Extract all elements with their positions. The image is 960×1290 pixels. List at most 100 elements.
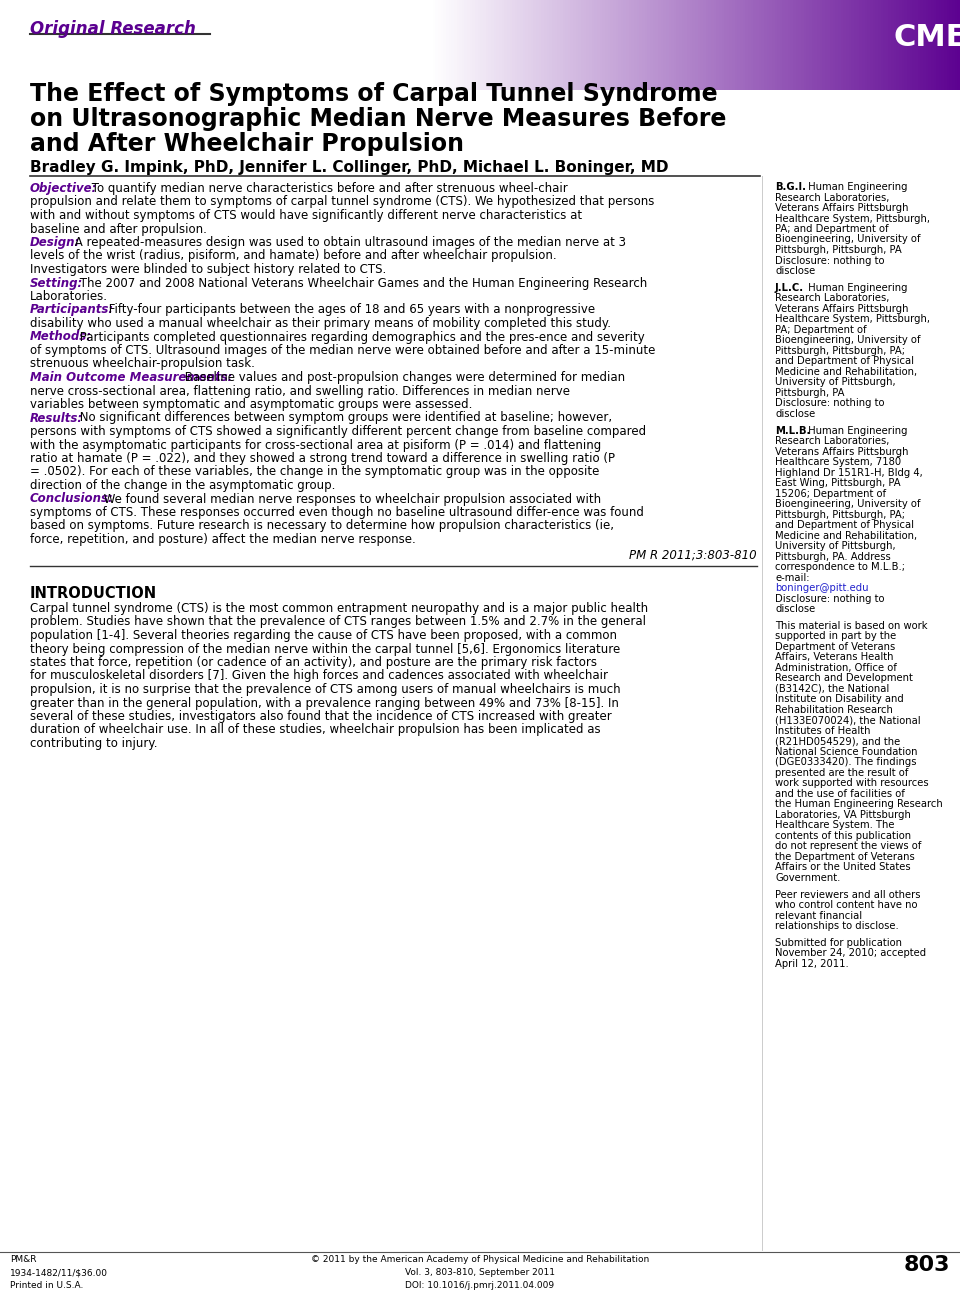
Text: of symptoms of CTS. Ultrasound images of the median nerve were obtained before a: of symptoms of CTS. Ultrasound images of…	[30, 344, 656, 357]
Bar	[501, 0, 505, 90]
Text: presented are the result of: presented are the result of	[775, 768, 908, 778]
Text: e-mail:: e-mail:	[775, 573, 809, 583]
Bar	[486, 0, 490, 90]
Text: theory being compression of the median nerve within the carpal tunnel [5,6]. Erg: theory being compression of the median n…	[30, 642, 620, 655]
Bar	[761, 0, 765, 90]
Bar	[600, 0, 603, 90]
Bar	[743, 0, 746, 90]
Bar	[846, 0, 850, 90]
Text: Bioengineering, University of: Bioengineering, University of	[775, 335, 921, 346]
Bar	[856, 0, 860, 90]
Bar	[576, 0, 580, 90]
Text: Veterans Affairs Pittsburgh: Veterans Affairs Pittsburgh	[775, 446, 908, 457]
Bar	[523, 0, 526, 90]
Bar	[841, 0, 845, 90]
Bar	[581, 0, 585, 90]
Bar	[764, 0, 768, 90]
Bar	[782, 0, 786, 90]
Bar	[751, 0, 755, 90]
Bar	[636, 0, 640, 90]
Bar	[814, 0, 818, 90]
Bar	[528, 0, 532, 90]
Bar	[555, 0, 558, 90]
Text: Pittsburgh, PA: Pittsburgh, PA	[775, 388, 845, 397]
Bar	[825, 0, 828, 90]
Text: East Wing, Pittsburgh, PA: East Wing, Pittsburgh, PA	[775, 479, 900, 488]
Text: states that force, repetition (or cadence of an activity), and posture are the p: states that force, repetition (or cadenc…	[30, 657, 597, 670]
Text: force, repetition, and posture) affect the median nerve response.: force, repetition, and posture) affect t…	[30, 533, 416, 546]
Bar	[832, 0, 836, 90]
Text: Human Engineering: Human Engineering	[805, 283, 907, 293]
Bar	[468, 0, 470, 90]
Bar	[921, 0, 924, 90]
Text: for musculoskeletal disorders [7]. Given the high forces and cadences associated: for musculoskeletal disorders [7]. Given…	[30, 670, 608, 682]
Bar	[865, 0, 868, 90]
Bar	[740, 0, 744, 90]
Text: and the use of facilities of: and the use of facilities of	[775, 789, 905, 799]
Text: Human Engineering: Human Engineering	[805, 426, 907, 436]
Bar	[507, 0, 511, 90]
Text: Pittsburgh, Pittsburgh, PA: Pittsburgh, Pittsburgh, PA	[775, 245, 901, 255]
Text: April 12, 2011.: April 12, 2011.	[775, 958, 849, 969]
Bar	[756, 0, 759, 90]
Bar	[445, 0, 449, 90]
Text: Pittsburgh, Pittsburgh, PA;: Pittsburgh, Pittsburgh, PA;	[775, 346, 905, 356]
Bar	[778, 0, 780, 90]
Text: with the asymptomatic participants for cross-sectional area at pisiform (P = .01: with the asymptomatic participants for c…	[30, 439, 601, 451]
Bar	[877, 0, 881, 90]
Bar	[647, 0, 651, 90]
Text: (H133E070024), the National: (H133E070024), the National	[775, 716, 921, 725]
Text: PA; Department of: PA; Department of	[775, 325, 867, 335]
Bar	[573, 0, 577, 90]
Bar	[478, 0, 481, 90]
Text: CME: CME	[893, 23, 960, 53]
Bar	[504, 0, 508, 90]
Text: Human Engineering: Human Engineering	[805, 182, 907, 192]
Text: Methods:: Methods:	[30, 330, 92, 343]
Bar	[947, 0, 950, 90]
Text: 15206; Department of: 15206; Department of	[775, 489, 886, 499]
Text: Research Laboratories,: Research Laboratories,	[775, 192, 889, 203]
Text: population [1-4]. Several theories regarding the cause of CTS have been proposed: population [1-4]. Several theories regar…	[30, 630, 617, 642]
Bar	[567, 0, 571, 90]
Text: (B3142C), the National: (B3142C), the National	[775, 684, 889, 694]
Text: relationships to disclose.: relationships to disclose.	[775, 921, 899, 931]
Bar	[849, 0, 852, 90]
Bar	[780, 0, 783, 90]
Bar	[758, 0, 762, 90]
Bar	[608, 0, 612, 90]
Text: and After Wheelchair Propulsion: and After Wheelchair Propulsion	[30, 132, 464, 156]
Bar	[734, 0, 738, 90]
Bar	[904, 0, 908, 90]
Bar	[952, 0, 956, 90]
Text: Submitted for publication: Submitted for publication	[775, 938, 902, 948]
Text: Disclosure: nothing to: Disclosure: nothing to	[775, 399, 884, 409]
Text: A repeated-measures design was used to obtain ultrasound images of the median ne: A repeated-measures design was used to o…	[71, 236, 626, 249]
Bar	[560, 0, 564, 90]
Text: Setting:: Setting:	[30, 276, 84, 289]
Bar	[472, 0, 476, 90]
Text: Pittsburgh, Pittsburgh, PA;: Pittsburgh, Pittsburgh, PA;	[775, 510, 905, 520]
Bar	[668, 0, 672, 90]
Bar	[910, 0, 913, 90]
Bar	[687, 0, 690, 90]
Bar	[552, 0, 556, 90]
Text: propulsion, it is no surprise that the prevalence of CTS among users of manual w: propulsion, it is no surprise that the p…	[30, 682, 620, 697]
Bar	[918, 0, 922, 90]
Text: Results:: Results:	[30, 412, 84, 424]
Bar	[491, 0, 494, 90]
Text: To quantify median nerve characteristics before and after strenuous wheel-chair: To quantify median nerve characteristics…	[88, 182, 567, 195]
Text: (DGE0333420). The findings: (DGE0333420). The findings	[775, 757, 917, 768]
Bar	[597, 0, 601, 90]
Text: © 2011 by the American Academy of Physical Medicine and Rehabilitation
Vol. 3, 8: © 2011 by the American Academy of Physic…	[311, 1255, 649, 1290]
Bar	[954, 0, 958, 90]
Bar	[626, 0, 630, 90]
Text: No significant differences between symptom groups were identified at baseline; h: No significant differences between sympt…	[77, 412, 612, 424]
Bar	[695, 0, 699, 90]
Bar	[612, 0, 616, 90]
Bar	[435, 0, 439, 90]
Bar	[546, 0, 550, 90]
Text: Pittsburgh, PA. Address: Pittsburgh, PA. Address	[775, 552, 891, 561]
Bar	[451, 0, 455, 90]
Text: November 24, 2010; accepted: November 24, 2010; accepted	[775, 948, 926, 958]
